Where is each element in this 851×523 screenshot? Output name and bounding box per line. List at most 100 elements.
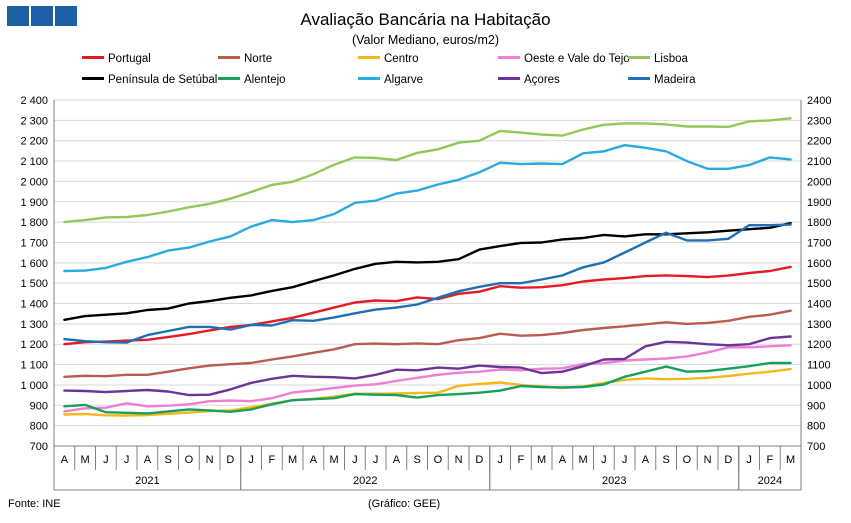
series-line-madeira bbox=[63, 223, 792, 344]
x-tick-label: O bbox=[683, 454, 692, 466]
y-tick-label-right: 2200 bbox=[807, 136, 831, 148]
y-tick-label-right: 1700 bbox=[807, 237, 831, 249]
x-tick-label: S bbox=[413, 454, 420, 466]
y-tick-label-left: 1 000 bbox=[20, 380, 48, 392]
legend-label: Madeira bbox=[654, 74, 696, 86]
x-tick-label: F bbox=[269, 454, 276, 466]
y-tick-label-right: 1900 bbox=[807, 197, 831, 209]
x-tick-label: J bbox=[248, 454, 254, 466]
chart-subtitle: (Valor Mediano, euros/m2) bbox=[351, 33, 500, 47]
legend-label: Península de Setúbal bbox=[108, 74, 218, 86]
legend-item-portugal: Portugal bbox=[82, 52, 151, 66]
year-label: 2021 bbox=[135, 475, 159, 487]
legend-swatch bbox=[218, 56, 240, 60]
x-tick-label: J bbox=[601, 454, 607, 466]
legend-label: Açores bbox=[524, 74, 560, 86]
series-line-acores bbox=[63, 335, 792, 397]
year-label: 2022 bbox=[353, 475, 377, 487]
y-tick-label-left: 1 500 bbox=[20, 278, 48, 290]
y-tick-label-right: 800 bbox=[807, 421, 825, 433]
legend-swatch bbox=[628, 56, 650, 60]
y-tick-label-left: 1 300 bbox=[20, 319, 48, 331]
y-tick-label-right: 1600 bbox=[807, 258, 831, 270]
legend-item-centro: Centro bbox=[358, 52, 419, 66]
y-tick-label-left: 1 200 bbox=[20, 339, 48, 351]
legend-swatch bbox=[498, 56, 520, 60]
year-label: 2024 bbox=[758, 475, 782, 487]
legend-item-lisboa: Lisboa bbox=[628, 52, 688, 66]
x-tick-label: A bbox=[393, 454, 401, 466]
y-tick-label-right: 2300 bbox=[807, 115, 831, 127]
x-tick-label: A bbox=[144, 454, 152, 466]
x-tick-label: F bbox=[518, 454, 525, 466]
series-line-centro bbox=[63, 367, 792, 417]
chart-title: Avaliação Bancária na Habitação bbox=[300, 10, 551, 29]
y-tick-label-left: 900 bbox=[30, 400, 48, 412]
x-tick-label: S bbox=[662, 454, 669, 466]
x-tick-label: A bbox=[310, 454, 318, 466]
x-tick-label: M bbox=[579, 454, 588, 466]
y-tick-label-left: 1 400 bbox=[20, 299, 48, 311]
x-tick-label: N bbox=[704, 454, 712, 466]
y-tick-label-right: 1100 bbox=[807, 360, 831, 372]
legend-label: Algarve bbox=[384, 74, 423, 86]
y-tick-label-right: 2100 bbox=[807, 156, 831, 168]
legend-label: Norte bbox=[244, 53, 273, 65]
x-tick-label: J bbox=[622, 454, 628, 466]
y-tick-label-right: 1200 bbox=[807, 339, 831, 351]
legend-label: Centro bbox=[384, 53, 419, 65]
logo-square-icon bbox=[31, 6, 53, 26]
legend-label: Lisboa bbox=[654, 53, 688, 65]
x-tick-label: M bbox=[81, 454, 90, 466]
x-tick-label: M bbox=[786, 454, 795, 466]
legend-item-norte: Norte bbox=[218, 52, 272, 66]
y-tick-label-right: 2400 bbox=[807, 95, 831, 107]
x-tick-label: D bbox=[226, 454, 234, 466]
legend-item-algarve: Algarve bbox=[358, 73, 423, 87]
y-tick-label-left: 1 600 bbox=[20, 258, 48, 270]
y-tick-label-right: 1300 bbox=[807, 319, 831, 331]
source-note: Fonte: INE bbox=[8, 498, 61, 510]
x-tick-label: M bbox=[288, 454, 297, 466]
y-tick-label-left: 2 200 bbox=[20, 136, 48, 148]
legend-item-acores: Açores bbox=[498, 73, 560, 87]
legend-item-peninsula-de-setubal: Península de Setúbal bbox=[82, 73, 217, 87]
year-label: 2023 bbox=[602, 475, 626, 487]
x-tick-label: A bbox=[642, 454, 650, 466]
x-tick-label: N bbox=[455, 454, 463, 466]
legend-swatch bbox=[218, 77, 240, 81]
x-tick-label: N bbox=[206, 454, 214, 466]
x-tick-label: J bbox=[124, 454, 130, 466]
legend-swatch bbox=[82, 77, 104, 81]
legend-swatch bbox=[358, 77, 380, 81]
x-tick-label: A bbox=[559, 454, 567, 466]
y-tick-label-right: 1400 bbox=[807, 299, 831, 311]
tick-labels: 700 700 800 800 900 900 1 000 1000 1 100 1100 1 20… bbox=[20, 95, 831, 487]
axes bbox=[53, 100, 802, 491]
x-tick-label: F bbox=[767, 454, 774, 466]
y-tick-label-left: 2 400 bbox=[20, 95, 48, 107]
series-line-oeste-e-vale-do-tejo bbox=[63, 344, 792, 413]
x-tick-label: J bbox=[103, 454, 109, 466]
x-tick-label: D bbox=[724, 454, 732, 466]
y-tick-label-right: 1000 bbox=[807, 380, 831, 392]
logo-square-icon bbox=[55, 6, 77, 26]
legend-item-oeste-e-vale-do-tejo: Oeste e Vale do Tejo bbox=[498, 52, 630, 66]
series-lines bbox=[63, 117, 792, 417]
y-tick-label-left: 2 100 bbox=[20, 156, 48, 168]
y-tick-label-right: 900 bbox=[807, 400, 825, 412]
y-tick-label-left: 1 900 bbox=[20, 197, 48, 209]
series-line-norte bbox=[63, 309, 792, 378]
y-tick-label-right: 1800 bbox=[807, 217, 831, 229]
x-tick-label: A bbox=[61, 454, 69, 466]
x-tick-label: J bbox=[352, 454, 358, 466]
series-line-alentejo bbox=[63, 361, 792, 415]
y-tick-label-left: 1 700 bbox=[20, 237, 48, 249]
legend-swatch bbox=[498, 77, 520, 81]
legend-item-alentejo: Alentejo bbox=[218, 73, 286, 87]
y-tick-label-left: 2 300 bbox=[20, 115, 48, 127]
legend-swatch bbox=[82, 56, 104, 60]
x-tick-label: S bbox=[164, 454, 171, 466]
x-tick-label: O bbox=[185, 454, 194, 466]
